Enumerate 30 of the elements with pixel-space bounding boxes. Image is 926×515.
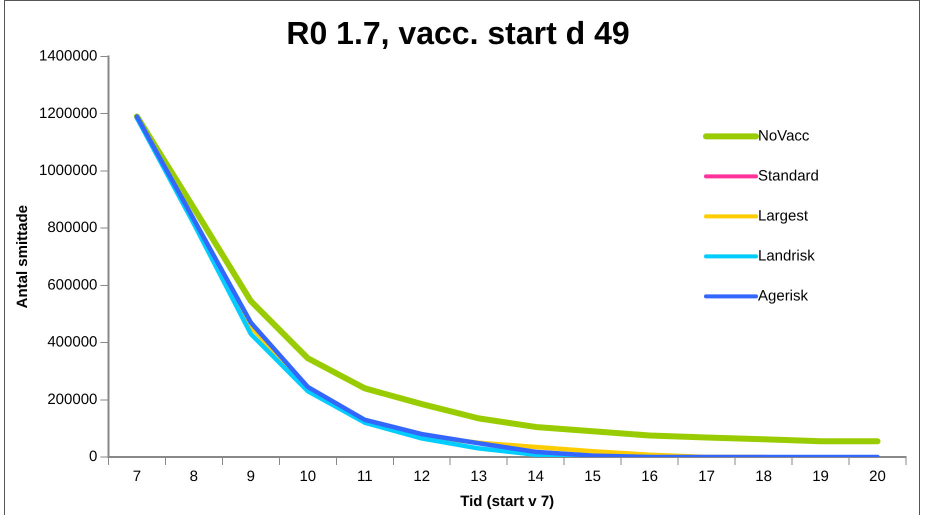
y-tick-label: 200000 bbox=[47, 390, 98, 408]
x-axis-title: Tid (start v 7) bbox=[460, 493, 554, 510]
x-tick-label: 15 bbox=[584, 468, 601, 486]
legend-label: Largest bbox=[758, 208, 809, 225]
legend-label: Standard bbox=[758, 168, 819, 185]
x-tick-label: 17 bbox=[698, 468, 715, 486]
x-tick-label: 18 bbox=[755, 468, 772, 486]
legend-label: NoVacc bbox=[758, 128, 810, 145]
x-tick-label: 8 bbox=[190, 468, 198, 486]
y-tick-label: 0 bbox=[89, 448, 98, 466]
legend-label: Landrisk bbox=[758, 248, 816, 265]
y-tick-label: 1200000 bbox=[38, 104, 98, 122]
x-tick-label: 10 bbox=[299, 468, 316, 486]
y-tick-label: 1400000 bbox=[38, 48, 98, 65]
x-tick-label: 20 bbox=[869, 468, 886, 486]
x-tick-label: 12 bbox=[413, 468, 430, 486]
y-tick-label: 1000000 bbox=[38, 162, 98, 179]
x-tick-label: 7 bbox=[132, 468, 142, 486]
y-tick-label: 600000 bbox=[47, 276, 98, 294]
y-axis-title: Antal smittade bbox=[14, 205, 32, 308]
y-tick-label: 400000 bbox=[47, 334, 98, 351]
y-tick-label: 800000 bbox=[47, 219, 98, 236]
legend-label: Agerisk bbox=[758, 288, 809, 305]
x-tick-label: 9 bbox=[246, 468, 255, 486]
x-tick-label: 16 bbox=[641, 468, 658, 486]
x-tick-label: 14 bbox=[527, 468, 544, 486]
x-tick-label: 13 bbox=[470, 468, 488, 486]
chart-title: R0 1.7, vacc. start d 49 bbox=[286, 15, 630, 52]
x-tick-label: 19 bbox=[812, 468, 829, 486]
x-tick-label: 11 bbox=[356, 468, 373, 486]
